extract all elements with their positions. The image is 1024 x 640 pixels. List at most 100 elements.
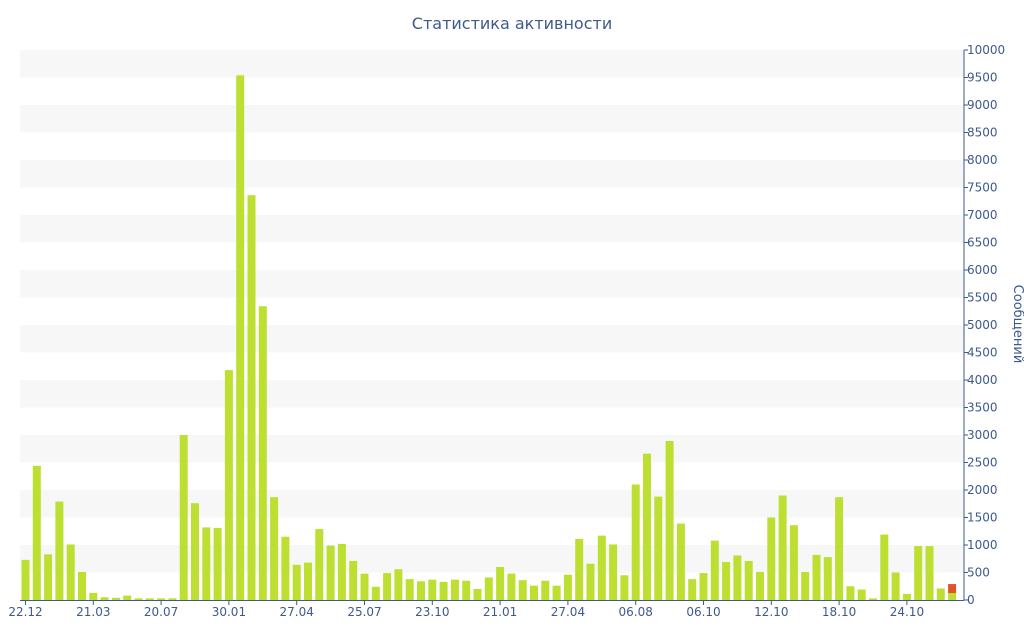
y-tick-label: 7000: [967, 208, 998, 222]
bar: [767, 517, 776, 600]
bar-highlight: [948, 584, 957, 594]
bar: [44, 554, 53, 600]
bar: [371, 586, 380, 600]
bar: [134, 598, 143, 600]
y-tick-label: 8500: [967, 126, 998, 140]
y-tick-label: 1000: [967, 538, 998, 552]
bar: [654, 496, 663, 600]
bar: [326, 545, 335, 600]
x-tick-label: 27.04: [280, 605, 314, 619]
y-tick-label: 1500: [967, 511, 998, 525]
bar: [812, 554, 821, 600]
bar: [914, 546, 923, 600]
bar: [337, 543, 346, 600]
bar: [586, 563, 595, 600]
bar: [756, 571, 764, 600]
grid-band: [20, 545, 964, 573]
bar: [722, 562, 731, 600]
bar: [32, 465, 41, 600]
bar: [191, 503, 199, 600]
y-tick-label: 4500: [967, 346, 998, 360]
bar: [857, 589, 866, 600]
grid-band: [20, 380, 964, 408]
y-tick-label: 7500: [967, 181, 998, 195]
x-tick-label: 24.10: [890, 605, 924, 619]
bar: [801, 571, 810, 600]
grid-band: [20, 160, 964, 188]
y-tick-label: 3000: [967, 428, 998, 442]
bar: [733, 555, 742, 600]
bar: [224, 370, 233, 600]
bar: [643, 453, 651, 600]
bar: [258, 306, 267, 600]
x-tick-label: 12.10: [754, 605, 788, 619]
y-tick-label: 500: [967, 566, 990, 580]
bar: [880, 534, 889, 600]
bar: [89, 592, 98, 600]
bar: [597, 535, 606, 600]
bar: [925, 546, 934, 600]
y-tick-label: 10000: [967, 43, 1005, 57]
x-tick-label: 20.07: [144, 605, 178, 619]
bar: [936, 588, 945, 600]
bar: [179, 435, 188, 600]
bar: [349, 560, 358, 600]
bar: [846, 586, 855, 600]
y-axis-label: Сообщений: [1010, 285, 1024, 364]
bar: [213, 527, 222, 600]
bar: [891, 572, 900, 600]
bar: [518, 580, 527, 600]
bar: [948, 589, 957, 600]
bar: [315, 529, 324, 600]
y-tick-label: 4000: [967, 373, 998, 387]
grid-band: [20, 435, 964, 463]
bar: [439, 581, 448, 600]
bar: [168, 598, 177, 600]
bar: [496, 567, 505, 600]
bar: [450, 579, 459, 600]
x-tick-label: 27.04: [551, 605, 585, 619]
y-tick-label: 6500: [967, 236, 998, 250]
bar: [157, 598, 166, 600]
bar: [631, 484, 640, 600]
bar: [100, 597, 109, 600]
bar: [55, 501, 64, 600]
bar: [665, 441, 674, 600]
bar: [552, 585, 561, 600]
bar: [247, 195, 256, 600]
bar: [202, 527, 211, 600]
bar: [360, 573, 369, 600]
grid-band: [20, 215, 964, 243]
bar: [710, 540, 719, 600]
bar: [383, 573, 392, 600]
grid-bands: [20, 50, 964, 573]
bar: [417, 581, 425, 600]
bar: [484, 577, 493, 600]
bar: [620, 575, 629, 600]
y-tick-label: 2500: [967, 456, 998, 470]
bar: [394, 569, 403, 600]
x-tick-label: 21.01: [483, 605, 517, 619]
bars: [21, 75, 957, 601]
bar: [609, 544, 618, 600]
x-tick-label: 06.10: [686, 605, 720, 619]
y-tick-label: 8000: [967, 153, 998, 167]
y-tick-label: 2000: [967, 483, 998, 497]
y-tick-label: 6000: [967, 263, 998, 277]
grid-band: [20, 270, 964, 298]
bar: [78, 571, 86, 600]
bar: [507, 573, 516, 600]
y-tick-label: 9500: [967, 71, 998, 85]
bar: [304, 562, 312, 600]
bar: [530, 585, 538, 600]
grid-band: [20, 490, 964, 518]
bar: [428, 579, 437, 600]
x-tick-label: 30.01: [212, 605, 246, 619]
bar: [111, 597, 120, 600]
grid-band: [20, 105, 964, 133]
y-tick-label: 3500: [967, 401, 998, 415]
bar: [835, 497, 844, 600]
x-tick-label: 22.12: [8, 605, 42, 619]
x-tick-label: 23.10: [415, 605, 449, 619]
